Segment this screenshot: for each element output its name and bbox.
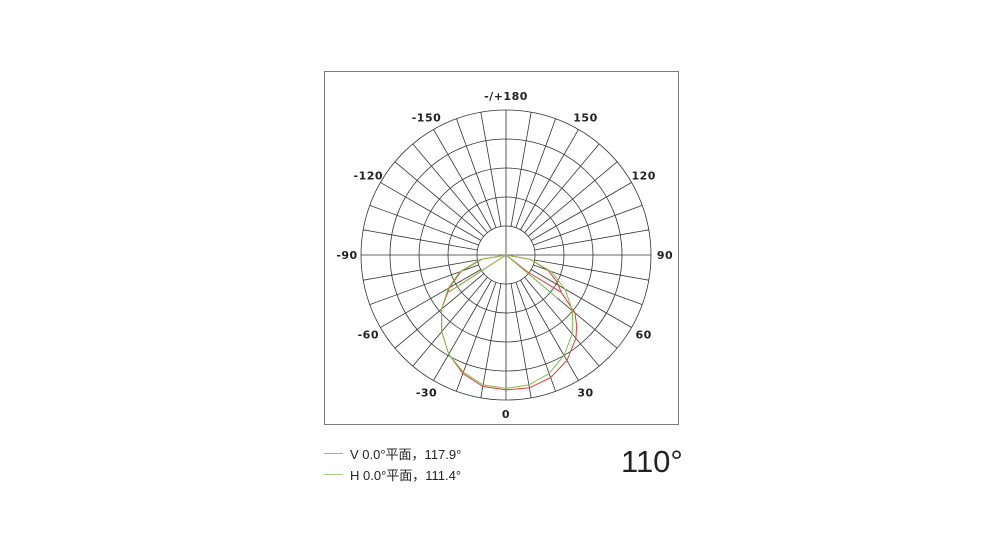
spoke-170 (510, 112, 532, 227)
spoke-120 (530, 182, 632, 241)
spoke-280 (363, 259, 478, 281)
spoke-320 (412, 276, 488, 367)
legend-label-v: V 0.0°平面，117.9° (350, 447, 462, 462)
spoke-80 (534, 259, 649, 281)
angle-tick-labels: -/+180 150 120 90 60 30 0 -30 -60 -90 -120 -150 (336, 90, 673, 421)
spoke-190 (480, 112, 502, 227)
spoke-100 (534, 229, 649, 251)
spoke-310 (394, 273, 485, 349)
tick-label: 0 (502, 408, 510, 421)
spoke-130 (527, 161, 618, 237)
tick-label: 30 (577, 387, 593, 400)
spoke-140 (524, 143, 600, 234)
tick-label: 90 (657, 249, 673, 262)
tick-label: -120 (354, 170, 384, 183)
tick-label: -60 (358, 329, 379, 342)
spoke-220 (412, 143, 488, 234)
spoke-150 (520, 129, 579, 231)
legend-item-v: V 0.0°平面，117.9° (324, 444, 461, 463)
legend-item-h: H 0.0°平面，111.4° (324, 465, 461, 484)
beam-angle-value: 110° (621, 444, 683, 479)
spoke-40 (524, 276, 600, 367)
legend-swatch-h (324, 474, 343, 475)
spoke-110 (533, 205, 643, 246)
spoke-260 (363, 229, 478, 251)
spoke-60 (530, 269, 632, 328)
spoke-250 (369, 205, 479, 246)
spoke-330 (433, 279, 492, 381)
tick-label: -150 (412, 111, 442, 124)
legend-label-h: H 0.0°平面，111.4° (350, 468, 462, 483)
spoke-200 (456, 118, 497, 228)
spoke-340 (456, 282, 497, 392)
spoke-20 (515, 282, 556, 392)
spoke-160 (515, 118, 556, 228)
tick-label: 60 (636, 329, 652, 342)
tick-label: 150 (573, 111, 597, 124)
spoke-300 (380, 269, 482, 328)
legend-swatch-v (324, 453, 343, 454)
spoke-30 (520, 279, 579, 381)
polar-chart-frame (324, 71, 679, 425)
intensity-curves (441, 254, 578, 391)
tick-label: 120 (631, 170, 655, 183)
spoke-210 (433, 129, 492, 231)
spoke-10 (510, 283, 532, 398)
tick-label: -/+180 (484, 90, 528, 103)
spoke-350 (480, 283, 502, 398)
spoke-240 (380, 182, 482, 241)
series-curve-1 (441, 254, 574, 389)
tick-label: -30 (416, 387, 437, 400)
tick-label: -90 (336, 249, 357, 262)
spoke-230 (394, 161, 485, 237)
